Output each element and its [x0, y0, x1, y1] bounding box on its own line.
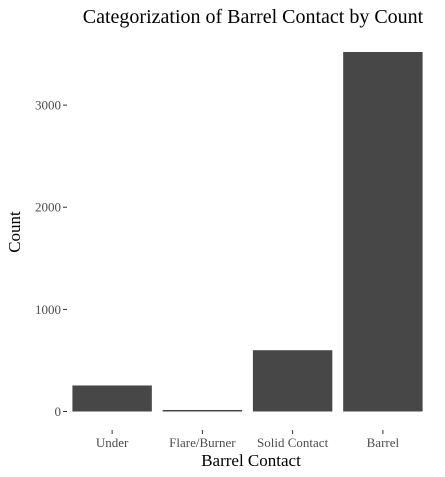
x-axis-title: Barrel Contact: [201, 451, 301, 470]
bar-barrel: [343, 52, 423, 412]
y-tick-label: 3000: [35, 98, 61, 113]
y-axis: 0 1000 2000 3000: [35, 98, 67, 419]
y-tick-label: 2000: [35, 200, 61, 215]
y-axis-title: Count: [5, 211, 24, 253]
x-tick-label: Under: [96, 435, 129, 450]
bar-under: [72, 385, 152, 412]
bars-group: [72, 52, 423, 412]
y-tick-label: 1000: [35, 302, 61, 317]
x-tick-label: Flare/Burner: [169, 435, 236, 450]
bar-flare-burner: [162, 409, 243, 412]
x-tick-label: Barrel: [367, 435, 400, 450]
y-tick-label: 0: [55, 404, 62, 419]
bar-solid-contact: [252, 350, 333, 412]
x-tick-label: Solid Contact: [257, 435, 329, 450]
chart-title: Categorization of Barrel Contact by Coun…: [83, 6, 424, 28]
x-axis: Under Flare/Burner Solid Contact Barrel: [96, 430, 400, 450]
